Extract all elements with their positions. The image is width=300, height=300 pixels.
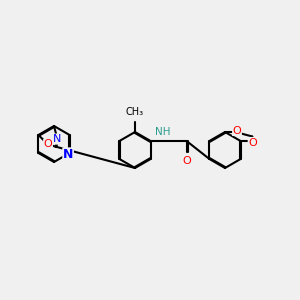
Text: CH₃: CH₃ [126,107,144,117]
Text: NH: NH [155,128,170,137]
Text: N: N [63,148,73,161]
Text: O: O [248,137,257,148]
Text: N: N [53,134,61,144]
Text: O: O [232,125,242,136]
Text: O: O [182,156,191,166]
Text: O: O [44,140,52,149]
